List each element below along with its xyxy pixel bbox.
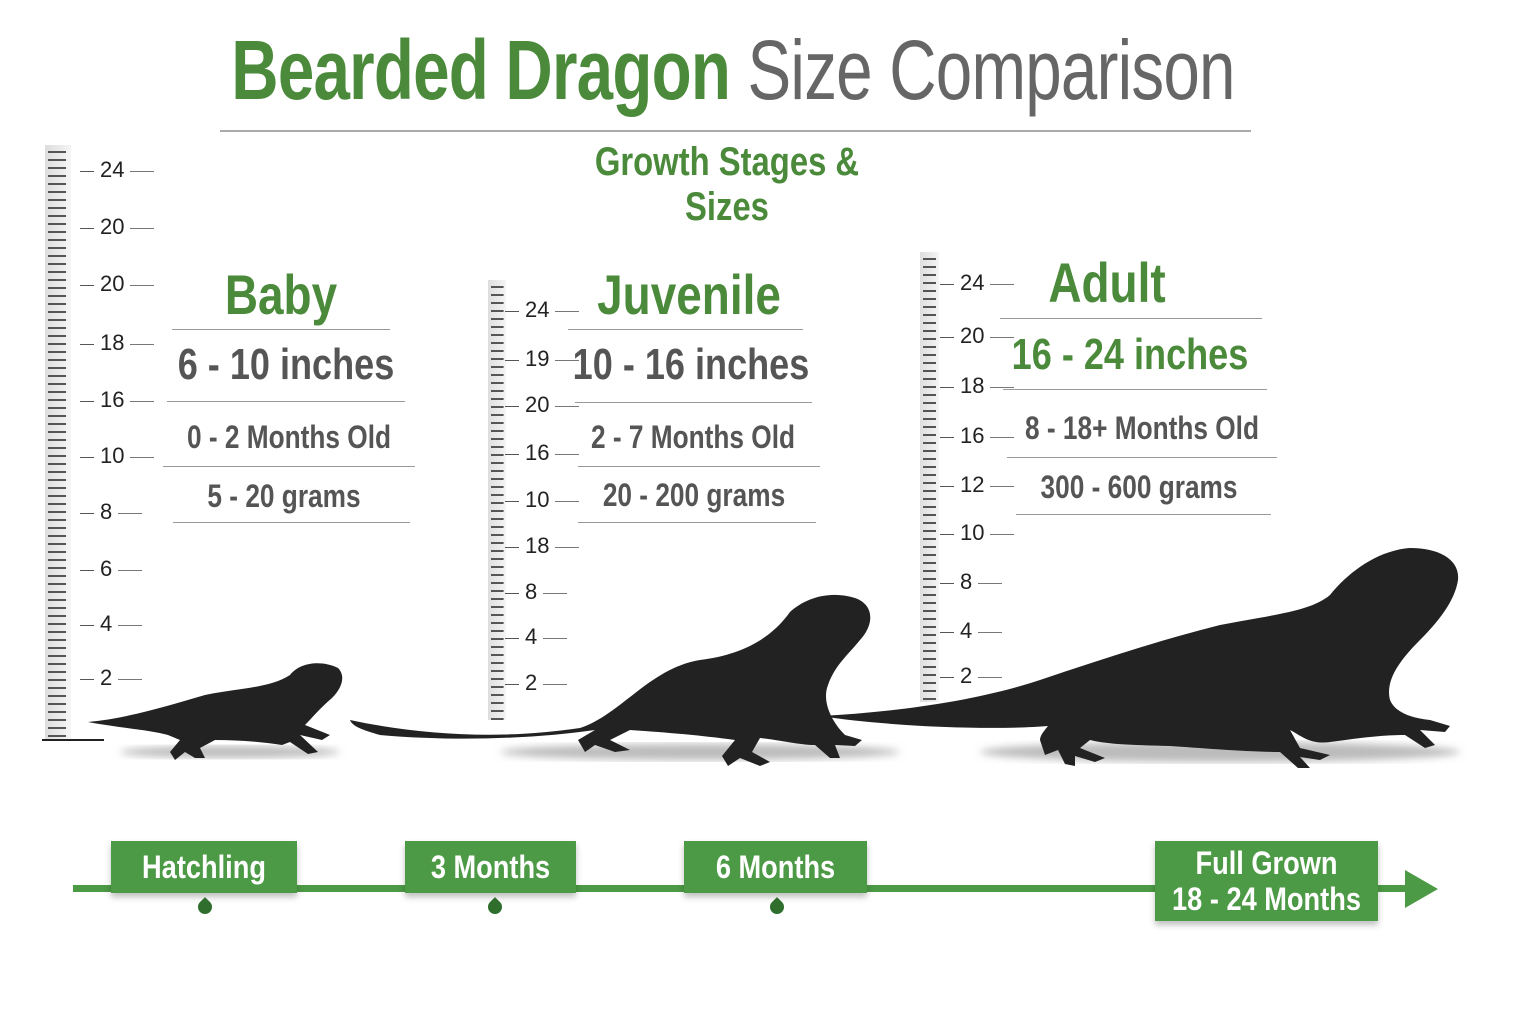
juvenile-age: 2 - 7 Months Old <box>570 419 816 456</box>
shadow <box>500 744 900 760</box>
divider <box>172 329 390 330</box>
inches-text: 10 - 16 inches <box>572 340 810 389</box>
inches-text: 6 - 10 inches <box>177 340 395 389</box>
divider <box>1007 457 1277 458</box>
ruler-tick-label: 8 <box>80 499 142 525</box>
page-title: Bearded Dragon Size Comparison <box>161 22 1304 119</box>
ruler-tick-label: 10 <box>80 443 154 469</box>
adult-age: 8 - 18+ Months Old <box>1019 410 1265 447</box>
timeline-arrow-icon <box>1405 870 1438 908</box>
ruler-tick-label: 16 <box>505 440 579 466</box>
ruler-tick-label: 12 <box>940 472 1014 498</box>
ruler-tick-label: 20 <box>940 323 1014 349</box>
divider <box>578 522 816 523</box>
weight-text: 20 - 200 grams <box>602 477 786 513</box>
ruler-tick-label: 18 <box>80 330 154 356</box>
stage-title: Adult <box>1048 251 1166 314</box>
adult-dragon-silhouette <box>820 548 1459 768</box>
title-green: Bearded Dragon <box>231 23 731 117</box>
milestone-label: Full Grown <box>1195 845 1338 881</box>
stage-title: Juvenile <box>597 263 781 326</box>
juvenile-weight: 20 - 200 grams <box>571 477 817 514</box>
ruler-tick-label: 24 <box>80 157 154 183</box>
ruler-tick-label: 18 <box>505 533 579 559</box>
ruler-tick-label: 2 <box>940 663 1002 689</box>
divider <box>1016 514 1271 515</box>
ruler-tick-label: 10 <box>940 520 1014 546</box>
divider <box>173 522 410 523</box>
ruler-tick-label: 4 <box>80 611 142 637</box>
ruler-tick-label: 4 <box>505 624 567 650</box>
ruler-tick-label: 10 <box>505 487 579 513</box>
milestone-hatchling: Hatchling <box>111 841 297 893</box>
inches-text: 16 - 24 inches <box>1011 330 1249 379</box>
weight-text: 5 - 20 grams <box>207 478 361 514</box>
ruler-tick-label: 8 <box>505 579 567 605</box>
milestone-6-months: 6 Months <box>684 841 867 893</box>
milestone-sublabel: 18 - 24 Months <box>1172 881 1361 917</box>
ruler-tick-label: 19 <box>505 346 579 372</box>
stage-title: Baby <box>224 263 338 326</box>
milestone-label: 6 Months <box>715 849 836 885</box>
stage-title-juvenile: Juvenile <box>566 262 812 327</box>
ruler-tick-label: 20 <box>505 392 579 418</box>
milestone-full-grown: Full Grown 18 - 24 Months <box>1155 841 1378 921</box>
divider <box>1000 318 1262 319</box>
ruler-tick-label: 4 <box>940 618 1002 644</box>
baby-dragon-silhouette <box>88 663 343 760</box>
baby-weight: 5 - 20 grams <box>161 478 407 515</box>
ruler-tick-label: 2 <box>80 665 142 691</box>
baby-inches: 6 - 10 inches <box>163 340 409 390</box>
ruler-tick-label: 16 <box>80 387 154 413</box>
divider <box>163 466 415 467</box>
ruler-tick-label: 16 <box>940 423 1014 449</box>
ruler-tick-label: 20 <box>80 271 154 297</box>
baby-age: 0 - 2 Months Old <box>166 419 412 456</box>
divider <box>575 402 812 403</box>
milestone-label: Hatchling <box>142 849 266 885</box>
subtitle: Growth Stages & Sizes <box>594 140 860 229</box>
milestone-label: 3 Months <box>430 849 551 885</box>
ruler-tick-label: 18 <box>940 373 1014 399</box>
divider <box>1003 389 1267 390</box>
ruler-adult <box>920 252 939 702</box>
juvenile-inches: 10 - 16 inches <box>568 340 814 390</box>
weight-text: 300 - 600 grams <box>1040 469 1238 505</box>
stage-title-baby: Baby <box>199 262 363 327</box>
ruler-tick-label: 20 <box>80 214 154 240</box>
ruler-tick-label: 6 <box>80 556 142 582</box>
divider <box>578 466 820 467</box>
adult-inches: 16 - 24 inches <box>1007 330 1253 380</box>
ruler-tick-label: 8 <box>940 569 1002 595</box>
ruler-tick-label: 2 <box>505 670 567 696</box>
age-text: 2 - 7 Months Old <box>590 419 796 455</box>
age-text: 0 - 2 Months Old <box>186 419 392 455</box>
juvenile-dragon-silhouette <box>350 594 871 766</box>
ruler-tick-label: 24 <box>940 270 1014 296</box>
age-text: 8 - 18+ Months Old <box>1024 410 1260 446</box>
title-gray: Size Comparison <box>747 23 1236 117</box>
ruler-tick-label: 24 <box>505 297 579 323</box>
title-divider <box>220 130 1251 132</box>
divider <box>568 329 803 330</box>
stage-title-adult: Adult <box>984 250 1230 315</box>
adult-weight: 300 - 600 grams <box>1016 469 1262 506</box>
milestone-3-months: 3 Months <box>405 841 576 893</box>
ruler-baby <box>45 145 71 740</box>
ruler-base <box>42 739 104 741</box>
ruler-juvenile <box>488 280 506 720</box>
divider <box>167 401 405 402</box>
